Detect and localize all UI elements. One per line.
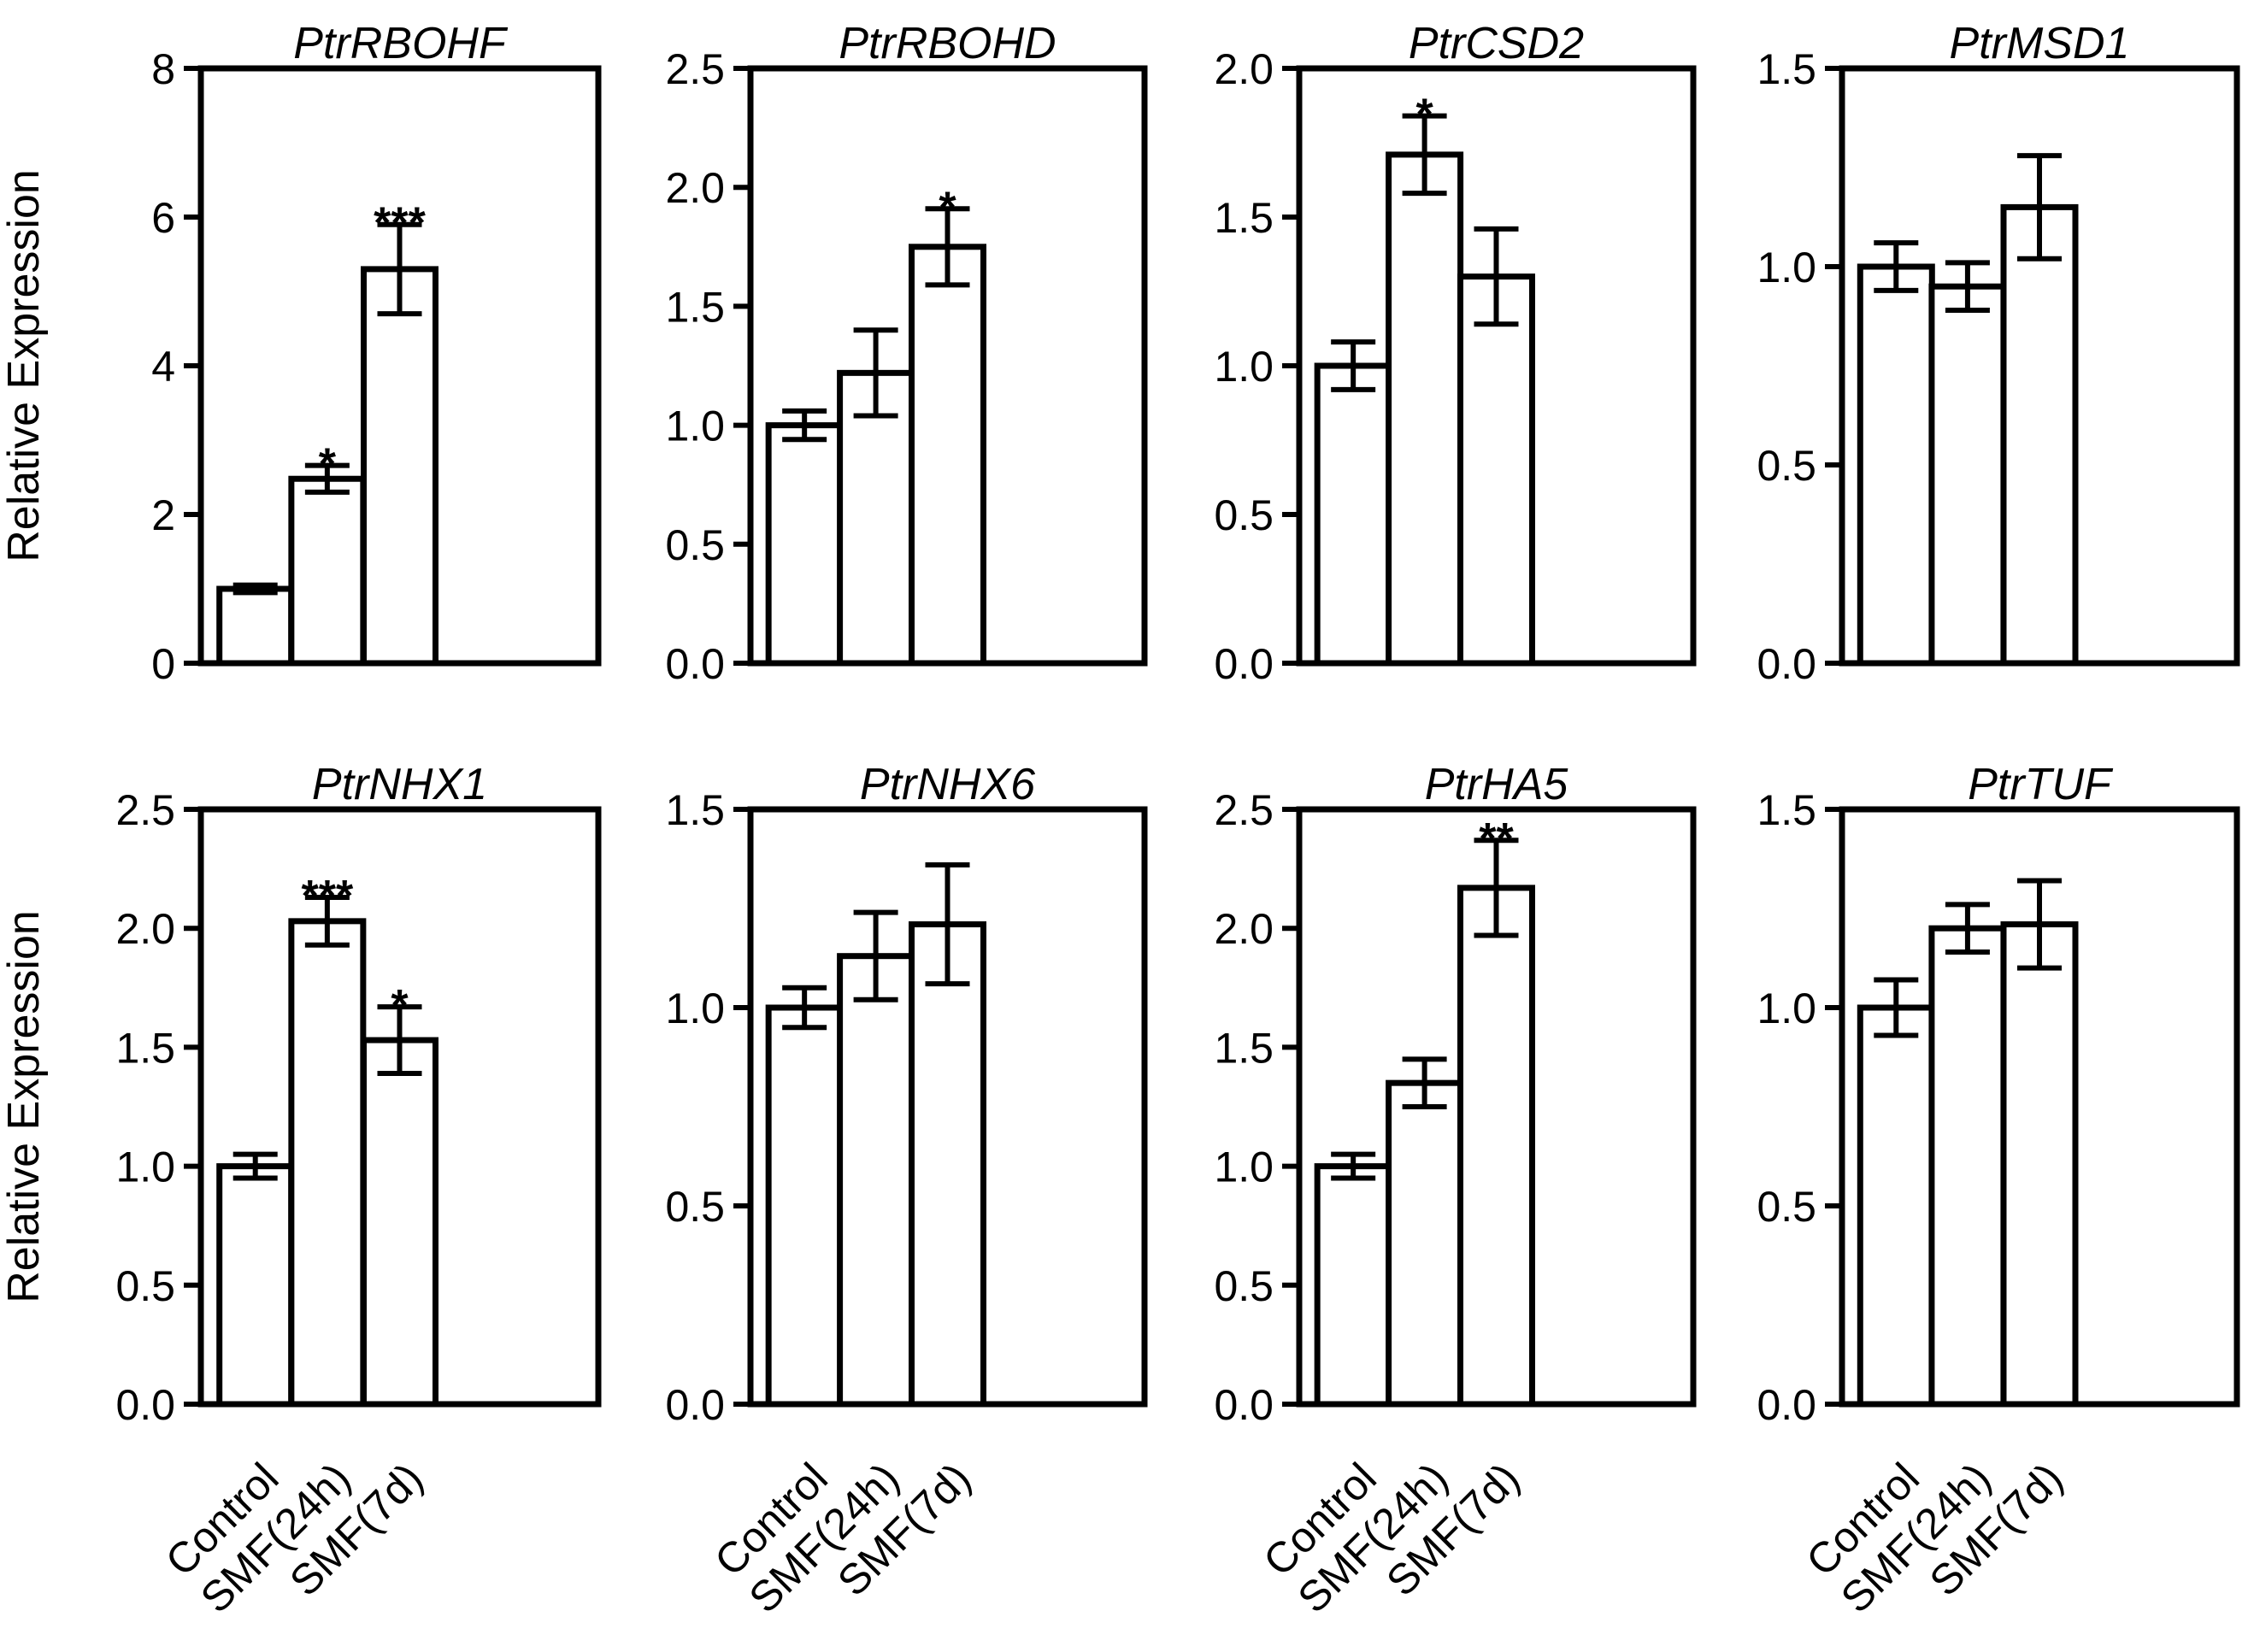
y-tick-label: 0.5	[1757, 442, 1816, 490]
y-tick-label: 2.0	[1214, 905, 1274, 953]
y-tick-label: 1.5	[665, 786, 725, 834]
y-tick-label: 8	[151, 45, 175, 93]
y-tick-label: 0.0	[665, 1381, 725, 1429]
panel-title: PtrRBOHF	[293, 19, 509, 68]
bar	[1314, 362, 1392, 667]
significance-marker: *	[1415, 91, 1433, 140]
y-tick-label: 4	[151, 343, 175, 391]
y-axis-label: Relative Expression	[0, 169, 49, 562]
panel-ptrha5: 0.00.51.01.52.02.5PtrHA5**ControlSMF(24h…	[1214, 760, 1697, 1622]
y-tick-label: 0.0	[1757, 640, 1816, 688]
panel-title: PtrCSD2	[1409, 19, 1584, 68]
y-tick-label: 1.5	[115, 1024, 175, 1072]
bar	[837, 953, 915, 1408]
bar	[361, 266, 438, 667]
y-tick-label: 0.0	[1757, 1381, 1816, 1429]
y-tick-label: 6	[151, 194, 175, 242]
y-tick-label: 0	[151, 640, 175, 688]
y-tick-label: 0.0	[1214, 640, 1274, 688]
panel-title: PtrNHX1	[312, 760, 487, 809]
bar	[1457, 885, 1535, 1408]
y-tick-label: 1.0	[1214, 343, 1274, 391]
y-tick-label: 0.5	[665, 1183, 725, 1231]
panel-ptrnhx6: 0.00.51.01.5PtrNHX6ControlSMF(24h)SMF(7d…	[665, 760, 1148, 1622]
y-tick-label: 1.5	[1757, 786, 1816, 834]
panel-title: PtrHA5	[1425, 760, 1569, 809]
bar	[1314, 1163, 1392, 1408]
panel-ptrmsd1: 0.0 0.5 1.0 1.5 PtrMSD1	[1757, 19, 2240, 688]
y-tick-label: 2.0	[1214, 45, 1274, 93]
bar	[216, 1163, 295, 1408]
panel-title: PtrNHX6	[860, 760, 1035, 809]
y-tick-label: 2.0	[665, 164, 725, 212]
significance-marker: *	[391, 981, 409, 1031]
y-tick-label: 1.0	[665, 985, 725, 1032]
bar	[909, 921, 986, 1408]
panel-title: PtrRBOHD	[839, 19, 1056, 68]
panel-title: PtrTUF	[1968, 760, 2114, 809]
y-tick-label: 1.0	[665, 403, 725, 450]
y-tick-label: 1.0	[1757, 244, 1816, 291]
bar	[1386, 1079, 1464, 1408]
y-tick-label: 1.5	[1757, 45, 1816, 93]
bar	[765, 422, 844, 667]
significance-marker: ***	[302, 872, 354, 921]
y-tick-label: 2.5	[665, 45, 725, 93]
bar	[288, 918, 367, 1408]
bar	[361, 1037, 438, 1408]
y-tick-label: 0.5	[1214, 491, 1274, 539]
bar	[1928, 283, 2007, 667]
y-tick-label: 0.5	[1757, 1183, 1816, 1231]
significance-marker: **	[1479, 814, 1514, 864]
panel-ptrrbohd: 0.0 0.5 1.0 1.5 2.0 2.5 PtrRBOHD *	[665, 19, 1148, 688]
panel-ptrnhx1: 0.0 0.5 1.0 1.5 2.0 2.5 PtrNHX1 Relative Expres…	[0, 760, 602, 1622]
significance-marker: *	[939, 183, 956, 232]
bar	[2000, 921, 2079, 1408]
bar	[909, 244, 986, 667]
y-tick-label: 2.5	[115, 786, 175, 834]
bar	[1928, 925, 2007, 1408]
y-tick-label: 1.5	[665, 283, 725, 331]
y-tick-label: 2	[151, 491, 175, 539]
y-tick-label: 0.0	[115, 1381, 175, 1429]
bar	[1457, 273, 1535, 667]
bar	[1386, 151, 1464, 667]
y-tick-label: 1.0	[1214, 1143, 1274, 1191]
bar	[288, 475, 367, 667]
y-tick-label: 0.0	[665, 640, 725, 688]
panel-ptrcsd2: 0.0 0.5 1.0 1.5 2.0 PtrCSD2 *	[1214, 19, 1697, 688]
y-tick-label: 2.0	[115, 905, 175, 953]
y-tick-label: 1.0	[1757, 985, 1816, 1032]
y-tick-label: 2.5	[1214, 786, 1274, 834]
bar	[1857, 1004, 1935, 1408]
y-tick-label: 1.5	[1214, 1024, 1274, 1072]
y-tick-label: 0.5	[1214, 1262, 1274, 1310]
y-tick-label: 0.0	[1214, 1381, 1274, 1429]
bar	[216, 585, 295, 667]
y-tick-label: 1.0	[115, 1143, 175, 1191]
y-tick-label: 0.5	[665, 521, 725, 569]
significance-marker: ***	[374, 199, 426, 249]
bar	[1857, 263, 1935, 667]
y-tick-label: 0.5	[115, 1262, 175, 1310]
panel-title: PtrMSD1	[1950, 19, 2130, 68]
bar	[765, 1004, 844, 1408]
y-tick-label: 1.5	[1214, 194, 1274, 242]
significance-marker: *	[319, 440, 337, 490]
bar	[2000, 203, 2079, 667]
y-axis-label: Relative Expression	[0, 910, 49, 1303]
